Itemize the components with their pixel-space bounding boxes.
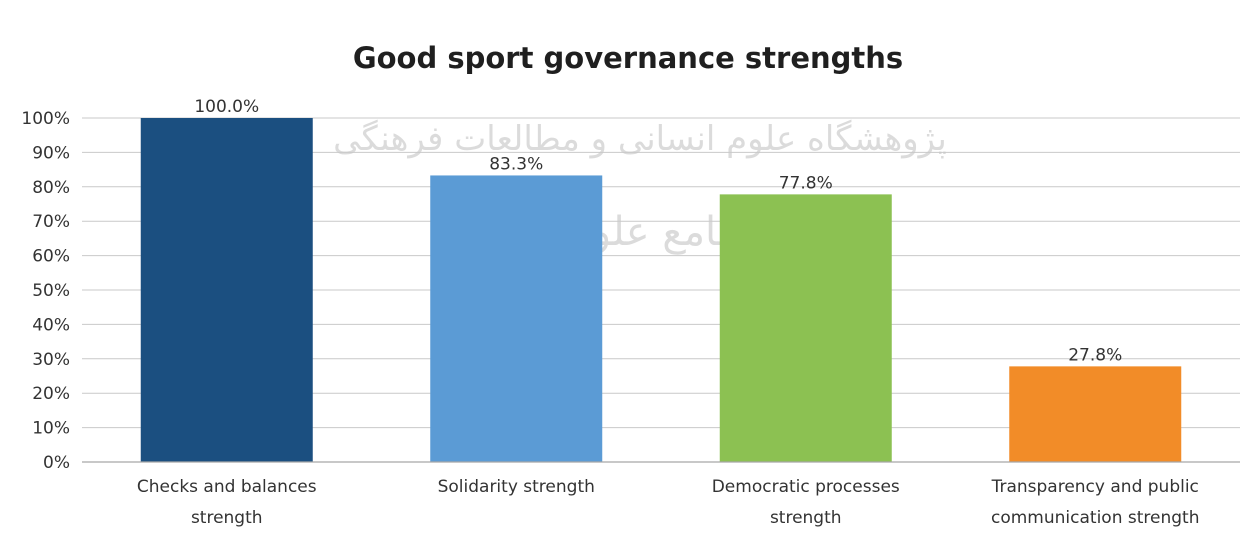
- y-tick-label: 40%: [32, 315, 70, 335]
- data-label: 77.8%: [779, 173, 833, 193]
- data-label: 100.0%: [194, 97, 259, 117]
- y-tick-label: 50%: [32, 281, 70, 301]
- data-label: 83.3%: [489, 154, 543, 174]
- chart-title: Good sport governance strengths: [353, 41, 903, 75]
- x-category-label: Solidarity strength: [438, 477, 595, 497]
- x-category-label: Transparency and public communication str…: [991, 477, 1200, 528]
- y-tick-label: 0%: [43, 453, 70, 473]
- x-category-line: strength: [191, 508, 263, 528]
- y-axis-ticks: 0% 10% 20% 30% 40% 50% 60% 70% 80% 90% 100%: [21, 109, 70, 473]
- bars: [140, 118, 1182, 463]
- bar: [430, 175, 603, 462]
- y-tick-label: 90%: [32, 143, 70, 163]
- x-category-label: Checks and balances strength: [137, 477, 317, 528]
- y-tick-label: 100%: [21, 109, 70, 129]
- bar: [1009, 366, 1182, 462]
- bar: [140, 118, 313, 462]
- data-label: 27.8%: [1068, 345, 1122, 365]
- y-tick-label: 20%: [32, 384, 70, 404]
- bar: [719, 194, 892, 463]
- watermark-line-1: پژوهشگاه علوم انسانی و مطالعات فرهنگی: [333, 119, 947, 159]
- data-labels: 100.0% 83.3% 77.8% 27.8%: [194, 97, 1122, 365]
- y-tick-label: 80%: [32, 178, 70, 198]
- x-category-line: Transparency and public: [991, 477, 1199, 497]
- x-axis-categories: Checks and balances strength Solidarity st…: [137, 477, 1200, 528]
- y-tick-label: 70%: [32, 212, 70, 232]
- y-tick-label: 30%: [32, 350, 70, 370]
- x-category-line: Democratic processes: [712, 477, 900, 497]
- x-category-line: strength: [770, 508, 842, 528]
- x-category-line: communication strength: [991, 508, 1199, 528]
- x-category-line: Solidarity strength: [438, 477, 595, 497]
- y-tick-label: 10%: [32, 419, 70, 439]
- x-category-label: Democratic processes strength: [712, 477, 900, 528]
- y-tick-label: 60%: [32, 247, 70, 267]
- x-category-line: Checks and balances: [137, 477, 317, 497]
